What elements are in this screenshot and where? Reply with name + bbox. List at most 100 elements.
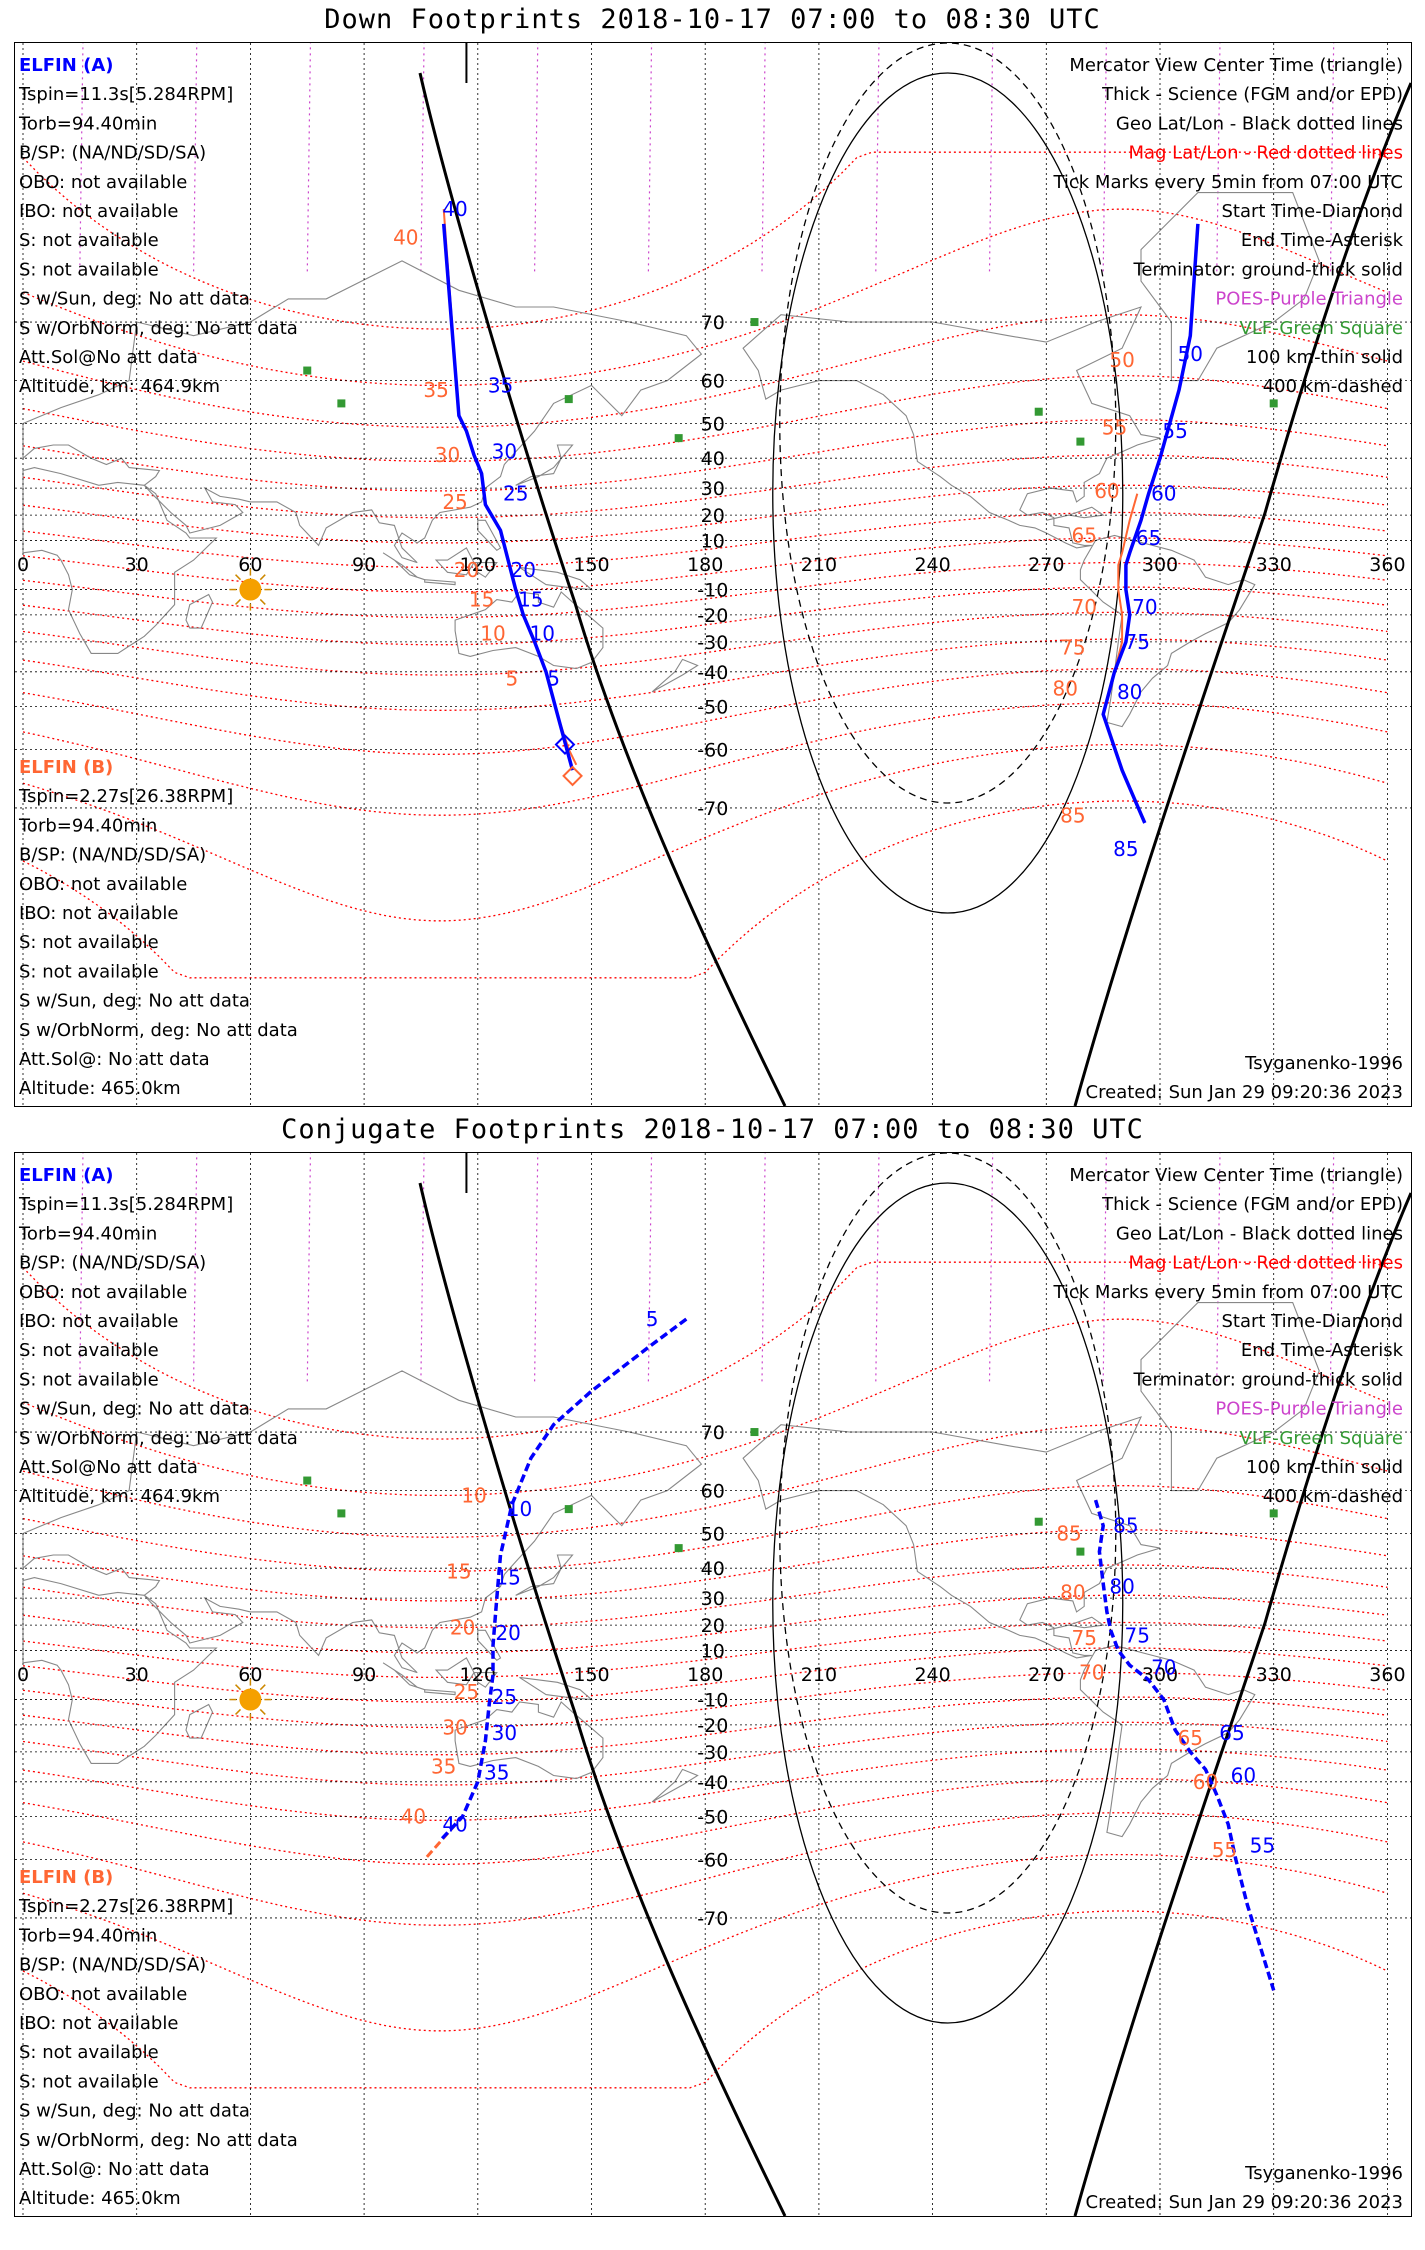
legend-line: 400 km-dashed <box>1263 376 1403 397</box>
vlf-station-square <box>1034 1517 1043 1526</box>
elfin-b-tick-label: 20 <box>450 1616 475 1640</box>
lon-label: 90 <box>352 1664 376 1686</box>
elfin-a-tick-label: 5 <box>547 666 560 690</box>
elfin-a-info-line: OBO: not available <box>19 1282 187 1303</box>
elfin-b-tick-label: 30 <box>435 443 460 467</box>
elfin-b-info-line: B/SP: (NA/ND/SD/SA) <box>19 1955 206 1976</box>
elfin-b-info-line: Torb=94.40min <box>18 1925 157 1946</box>
legend-line: Geo Lat/Lon - Black dotted lines <box>1116 113 1403 134</box>
elfin-a-info-line: S: not available <box>19 1340 159 1361</box>
elfin-b-info-line: Altitude: 465.0km <box>19 2188 181 2209</box>
elfin-b-info-line: Tspin=2.27s[26.38RPM] <box>18 1896 233 1917</box>
coastline <box>515 1554 574 1596</box>
elfin-b-info-line: Torb=94.40min <box>18 815 157 836</box>
elfin-a-info-line: Altitude, km: 464.9km <box>19 376 220 397</box>
vlf-station-square <box>1076 437 1085 446</box>
mag-lon-line <box>761 1153 766 1382</box>
lon-label: 240 <box>914 554 950 576</box>
sun-ray <box>259 574 266 581</box>
mag-lat-line <box>22 611 1388 676</box>
elfin-b-tick-label: 50 <box>1109 348 1134 372</box>
coastline <box>1079 534 1256 728</box>
legend-line: 100 km-thin solid <box>1246 1457 1403 1478</box>
coastline <box>382 552 425 581</box>
lon-label: 270 <box>1028 1664 1064 1686</box>
elfin-b-info-line: OBO: not available <box>19 1984 187 2005</box>
elfin-b-info-line: S: not available <box>19 932 159 953</box>
elfin-a-info-line: Att.Sol@No att data <box>19 347 198 368</box>
elfin-b-tick-label: 80 <box>1053 676 1078 700</box>
model-label: Tsyganenko-1996 <box>1244 1053 1403 1074</box>
elfin-a-tick-label: 80 <box>1109 1575 1134 1599</box>
elfin-a-track <box>1101 223 1200 824</box>
coastline <box>515 444 574 486</box>
elfin-a-info-line: Altitude, km: 464.9km <box>19 1486 220 1507</box>
elfin-b-tick-label: 20 <box>454 558 479 582</box>
mag-lat-line <box>22 1778 1388 1865</box>
mag-lat-line <box>22 800 1388 979</box>
lon-label: 90 <box>352 554 376 576</box>
elfin-b-info-line: Altitude: 465.0km <box>19 1078 181 1099</box>
elfin-a-info-line: S w/OrbNorm, deg: No att data <box>19 1428 298 1449</box>
elfin-b-tick-label: 60 <box>1094 479 1119 503</box>
lon-label: 120 <box>460 1664 496 1686</box>
lon-label: 30 <box>125 1664 149 1686</box>
elfin-b-tick-label: 75 <box>1060 636 1085 660</box>
lat-label: 50 <box>701 1524 725 1546</box>
legend-line: POES-Purple Triangle <box>1215 1399 1403 1420</box>
sun-icon <box>239 1688 262 1711</box>
lat-label: -60 <box>697 739 728 761</box>
terminator-curve <box>1073 1192 1411 2216</box>
legend-line: Mercator View Center Time (triangle) <box>1069 1165 1403 1186</box>
legend-line: VLF-Green Square <box>1240 1428 1403 1449</box>
elfin-a-tick-label: 60 <box>1231 1764 1256 1788</box>
mag-lat-line <box>22 743 1388 922</box>
mag-lon-line <box>420 1153 425 1382</box>
coastline <box>454 1701 604 1780</box>
elfin-b-tick-label: 40 <box>393 225 418 249</box>
lat-label: 20 <box>701 1615 725 1637</box>
lon-label: 210 <box>801 554 837 576</box>
coastline <box>651 658 699 693</box>
lat-label: -10 <box>697 1690 728 1712</box>
lat-label: -20 <box>697 605 728 627</box>
elfin-b-name: ELFIN (B) <box>19 1867 113 1888</box>
elfin-a-info-line: IBO: not available <box>19 1311 178 1332</box>
coastline <box>22 1577 218 1764</box>
down-footprints-map: 0 30 60 90 120 150 180 210 240 270 300 330 360 70 60 50… <box>14 42 1412 1107</box>
coastline <box>1140 192 1320 382</box>
coastline <box>22 1370 703 1674</box>
elfin-b-info-line: Att.Sol@: No att data <box>19 1049 210 1070</box>
elfin-a-info-line: S w/OrbNorm, deg: No att data <box>19 318 298 339</box>
altitude-400km-ellipse <box>779 1153 1117 1914</box>
elfin-b-tick-label: 25 <box>442 490 467 514</box>
elfin-b-tick-label: 35 <box>431 1754 456 1778</box>
elfin-a-info-line: S w/Sun, deg: No att data <box>19 1399 250 1420</box>
legend-line: Tick Marks every 5min from 07:00 UTC <box>1052 172 1403 193</box>
coastline <box>424 1689 456 1696</box>
lat-label: 70 <box>701 1422 725 1444</box>
elfin-a-tick-label: 80 <box>1117 680 1142 704</box>
sun-ray <box>259 1684 266 1691</box>
legend-line: Mercator View Center Time (triangle) <box>1069 55 1403 76</box>
mag-lat-line <box>22 1621 1388 1679</box>
elfin-a-tick-label: 35 <box>488 373 513 397</box>
lat-label: -60 <box>697 1849 728 1871</box>
model-label: Tsyganenko-1996 <box>1244 2163 1403 2184</box>
elfin-b-tick-label: 65 <box>1071 523 1096 547</box>
elfin-b-tick-label: 30 <box>442 1716 467 1740</box>
vlf-station-square <box>337 1509 346 1518</box>
conjugate-panel-title: Conjugate Footprints 2018-10-17 07:00 to… <box>281 1114 1144 1145</box>
elfin-a-info-line: OBO: not available <box>19 172 187 193</box>
lat-label: 30 <box>701 478 725 500</box>
mag-lon-line <box>534 1153 539 1382</box>
elfin-a-tick-label: 65 <box>1136 526 1161 550</box>
elfin-a-track <box>441 223 575 771</box>
vlf-station-square <box>674 434 683 443</box>
elfin-b-tick-label: 10 <box>461 1483 486 1507</box>
altitude-100km-ellipse <box>772 1182 1124 2024</box>
elfin-b-tick-label: 85 <box>1060 803 1085 827</box>
altitude-100km-ellipse <box>772 72 1124 914</box>
down-map-svg: 0 30 60 90 120 150 180 210 240 270 300 330 360 70 60 50… <box>15 43 1411 1106</box>
coastline <box>473 562 498 578</box>
